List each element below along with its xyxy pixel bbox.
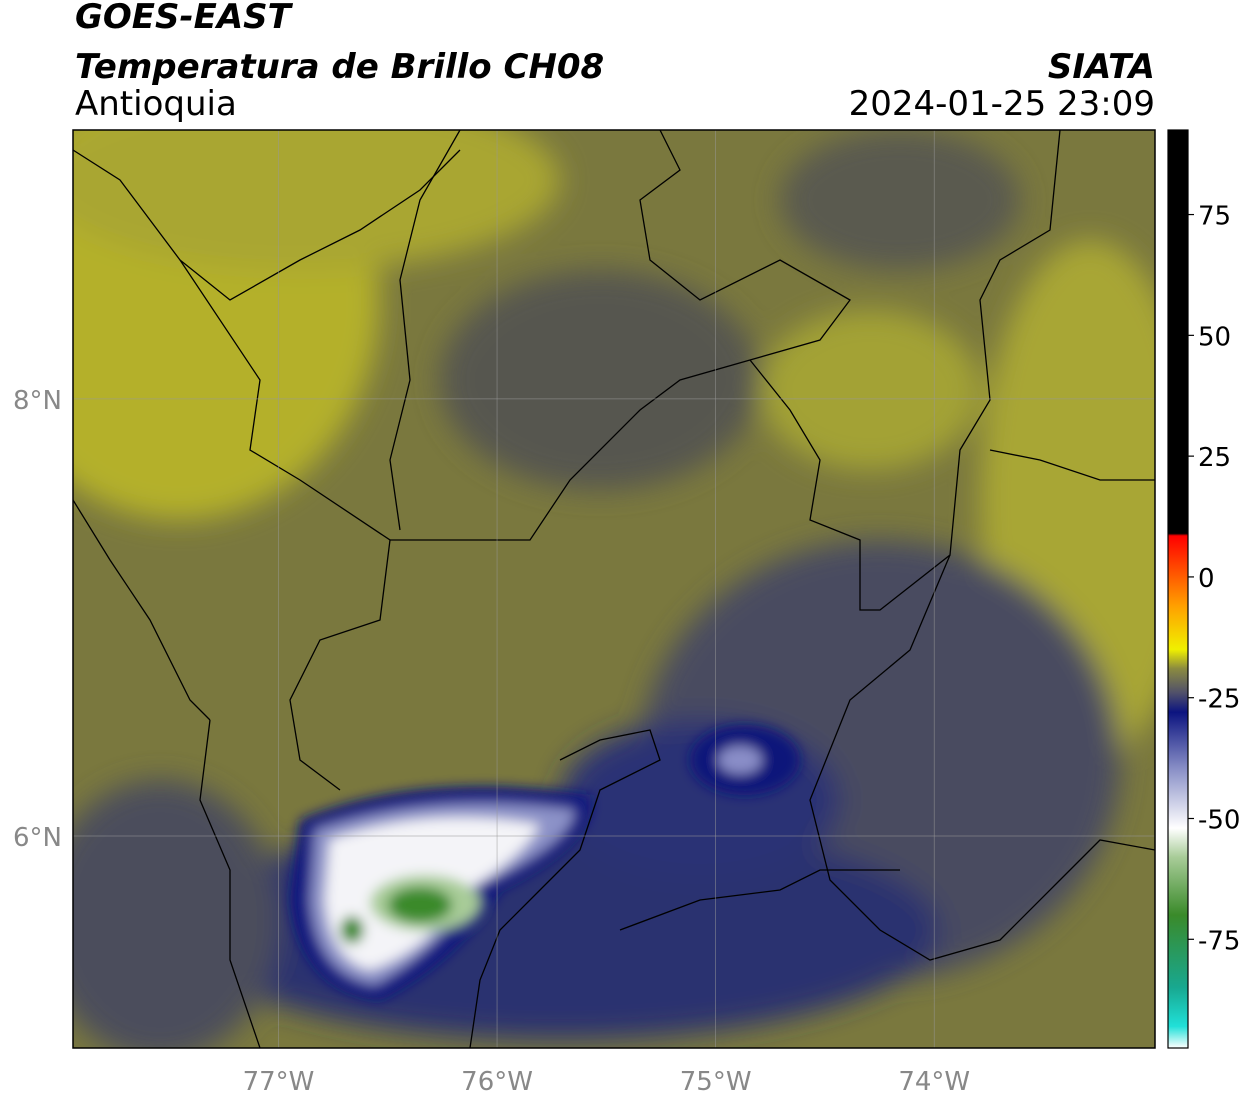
title: GOES-EAST	[75, 0, 294, 37]
subtitle: Temperatura de Brillo CH08	[75, 47, 604, 87]
region: Antioquia	[75, 84, 237, 124]
colorbar-tick-label: 50	[1198, 322, 1231, 352]
colorbar-tick-label: 25	[1198, 443, 1231, 473]
map-frame	[72, 129, 1156, 1049]
colorbar-tick-label: -50	[1198, 806, 1240, 836]
source: SIATA	[1048, 47, 1155, 87]
colorbar-frame	[1167, 129, 1189, 1049]
x-tick-label: 77°W	[243, 1067, 315, 1097]
colorbar: 75 50 25 0 -25 -50 -75	[1168, 130, 1240, 1048]
satellite-image	[73, 130, 1155, 1048]
y-tick-label: 6°N	[13, 823, 62, 853]
colorbar-tick-label: -75	[1198, 926, 1240, 956]
colorbar-scale	[1168, 130, 1188, 1048]
colorbar-tick-label: 75	[1198, 202, 1231, 232]
y-tick-label: 8°N	[13, 386, 62, 416]
timestamp: 2024-01-25 23:09	[849, 84, 1155, 124]
x-tick-label: 74°W	[898, 1067, 970, 1097]
borders	[73, 130, 1155, 1048]
colorbar-tick-label: 0	[1198, 564, 1215, 594]
colorbar-tick-label: -25	[1198, 685, 1240, 715]
x-tick-label: 75°W	[680, 1067, 752, 1097]
grid	[73, 130, 1155, 1048]
x-tick-label: 76°W	[461, 1067, 533, 1097]
